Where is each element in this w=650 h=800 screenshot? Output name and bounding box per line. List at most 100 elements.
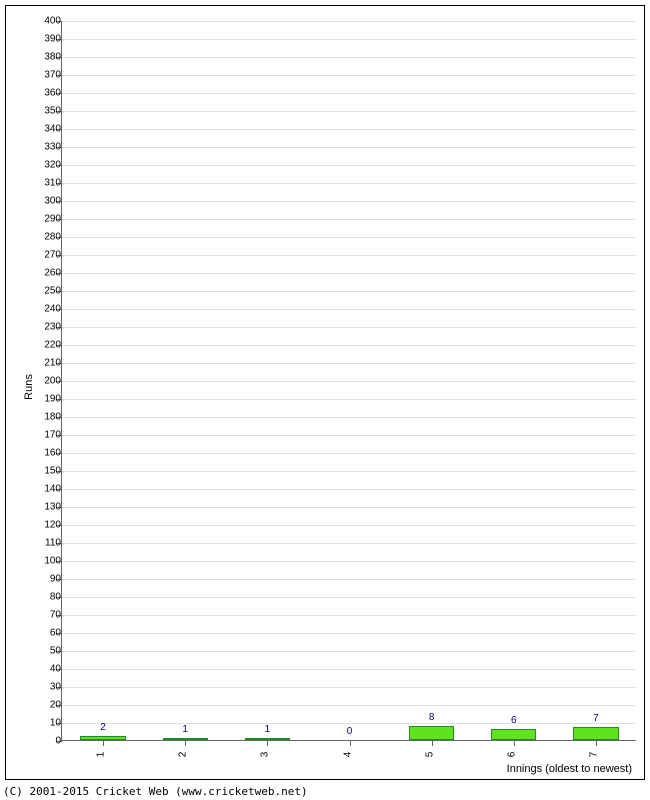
- gridline: [62, 39, 636, 40]
- gridline: [62, 93, 636, 94]
- y-tick-label: 140: [31, 484, 61, 495]
- y-tick-label: 190: [31, 394, 61, 405]
- y-tick-label: 240: [31, 304, 61, 315]
- y-tick-label: 200: [31, 376, 61, 387]
- y-tick-label: 210: [31, 358, 61, 369]
- y-tick-label: 110: [31, 538, 61, 549]
- y-tick-label: 40: [31, 664, 61, 675]
- bar-value-label: 6: [511, 715, 517, 726]
- y-tick-label: 90: [31, 574, 61, 585]
- y-tick-label: 340: [31, 124, 61, 135]
- gridline: [62, 399, 636, 400]
- y-tick-label: 20: [31, 700, 61, 711]
- x-tick-label: 1: [95, 752, 106, 758]
- y-tick-label: 270: [31, 250, 61, 261]
- gridline: [62, 597, 636, 598]
- gridline: [62, 363, 636, 364]
- y-tick-label: 130: [31, 502, 61, 513]
- gridline: [62, 543, 636, 544]
- gridline: [62, 111, 636, 112]
- x-tick-label: 2: [177, 752, 188, 758]
- gridline: [62, 705, 636, 706]
- gridline: [62, 723, 636, 724]
- x-tick-label: 3: [260, 752, 271, 758]
- gridline: [62, 237, 636, 238]
- x-tick: [350, 740, 351, 746]
- gridline: [62, 669, 636, 670]
- gridline: [62, 435, 636, 436]
- y-tick-label: 370: [31, 70, 61, 81]
- x-tick: [185, 740, 186, 746]
- x-tick-label: 7: [588, 752, 599, 758]
- y-tick-label: 160: [31, 448, 61, 459]
- gridline: [62, 453, 636, 454]
- bar-value-label: 2: [100, 722, 106, 733]
- gridline: [62, 579, 636, 580]
- gridline: [62, 471, 636, 472]
- gridline: [62, 687, 636, 688]
- gridline: [62, 507, 636, 508]
- y-tick-label: 80: [31, 592, 61, 603]
- gridline: [62, 651, 636, 652]
- copyright-text: (C) 2001-2015 Cricket Web (www.cricketwe…: [3, 785, 308, 798]
- bar-value-label: 8: [429, 712, 435, 723]
- gridline: [62, 633, 636, 634]
- y-tick-label: 290: [31, 214, 61, 225]
- y-tick-label: 280: [31, 232, 61, 243]
- gridline: [62, 75, 636, 76]
- gridline: [62, 183, 636, 184]
- y-tick-label: 170: [31, 430, 61, 441]
- y-tick-label: 330: [31, 142, 61, 153]
- y-tick-label: 120: [31, 520, 61, 531]
- y-tick-label: 50: [31, 646, 61, 657]
- gridline: [62, 327, 636, 328]
- x-tick: [267, 740, 268, 746]
- y-tick-label: 220: [31, 340, 61, 351]
- y-tick-label: 380: [31, 52, 61, 63]
- bar-value-label: 7: [593, 713, 599, 724]
- y-tick-label: 10: [31, 718, 61, 729]
- x-tick: [596, 740, 597, 746]
- y-tick-label: 390: [31, 34, 61, 45]
- y-tick-label: 320: [31, 160, 61, 171]
- y-tick-label: 60: [31, 628, 61, 639]
- bar: [491, 729, 536, 740]
- chart-frame: 21121304856677 Runs Innings (oldest to n…: [5, 5, 645, 780]
- gridline: [62, 219, 636, 220]
- gridline: [62, 129, 636, 130]
- bar-value-label: 0: [347, 726, 353, 737]
- y-tick-label: 300: [31, 196, 61, 207]
- x-tick: [514, 740, 515, 746]
- gridline: [62, 57, 636, 58]
- gridline: [62, 525, 636, 526]
- y-tick-label: 360: [31, 88, 61, 99]
- gridline: [62, 201, 636, 202]
- y-tick-label: 350: [31, 106, 61, 117]
- x-axis-title: Innings (oldest to newest): [507, 763, 632, 775]
- y-tick-label: 150: [31, 466, 61, 477]
- gridline: [62, 345, 636, 346]
- y-tick-label: 100: [31, 556, 61, 567]
- gridline: [62, 273, 636, 274]
- gridline: [62, 147, 636, 148]
- gridline: [62, 291, 636, 292]
- x-tick-label: 5: [424, 752, 435, 758]
- bar-value-label: 1: [182, 724, 188, 735]
- y-tick-label: 260: [31, 268, 61, 279]
- y-tick-label: 310: [31, 178, 61, 189]
- y-tick-label: 230: [31, 322, 61, 333]
- gridline: [62, 165, 636, 166]
- y-tick-label: 180: [31, 412, 61, 423]
- gridline: [62, 615, 636, 616]
- x-tick: [103, 740, 104, 746]
- bar-value-label: 1: [265, 724, 271, 735]
- y-tick-label: 250: [31, 286, 61, 297]
- y-tick-label: 0: [31, 736, 61, 747]
- gridline: [62, 255, 636, 256]
- x-tick-label: 4: [342, 752, 353, 758]
- x-tick: [432, 740, 433, 746]
- y-tick-label: 30: [31, 682, 61, 693]
- gridline: [62, 417, 636, 418]
- y-tick-label: 70: [31, 610, 61, 621]
- bar: [573, 727, 618, 740]
